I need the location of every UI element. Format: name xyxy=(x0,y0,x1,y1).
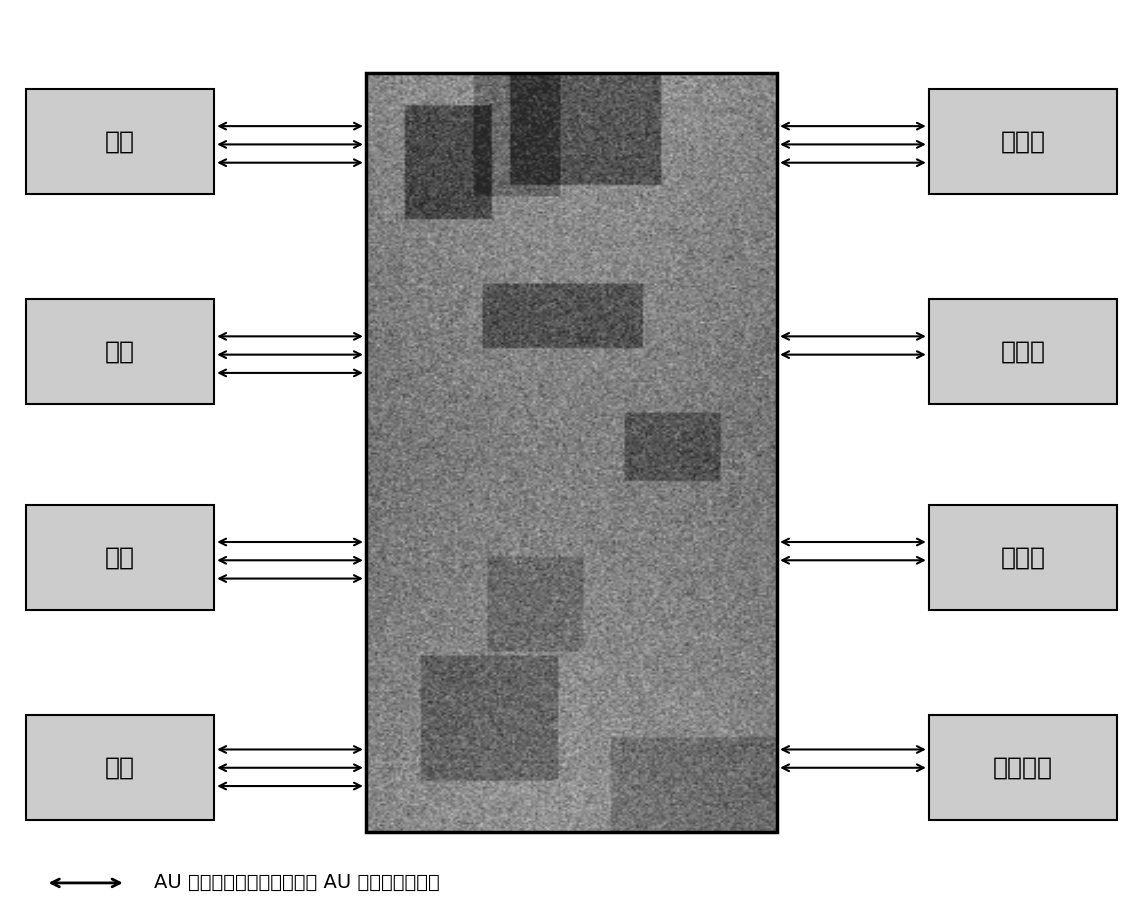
Text: 光板: 光板 xyxy=(105,756,135,780)
Bar xyxy=(366,73,777,832)
Text: 光板: 光板 xyxy=(105,130,135,154)
Text: AU 级信号流（可以进行双向 AU 级时隙流交换）: AU 级信号流（可以进行双向 AU 级时隙流交换） xyxy=(154,874,440,892)
Text: 支路板: 支路板 xyxy=(1000,340,1046,364)
Text: 支路板: 支路板 xyxy=(1000,130,1046,154)
Bar xyxy=(25,300,215,404)
Bar xyxy=(928,505,1118,611)
Bar xyxy=(928,90,1118,195)
Bar xyxy=(928,300,1118,404)
Text: 光板: 光板 xyxy=(105,340,135,364)
Text: 支路板: 支路板 xyxy=(1000,546,1046,569)
Bar xyxy=(25,505,215,611)
Bar xyxy=(25,90,215,195)
Bar xyxy=(25,715,215,821)
Text: 时分模块: 时分模块 xyxy=(993,756,1053,780)
Bar xyxy=(928,715,1118,821)
Text: 光板: 光板 xyxy=(105,546,135,569)
